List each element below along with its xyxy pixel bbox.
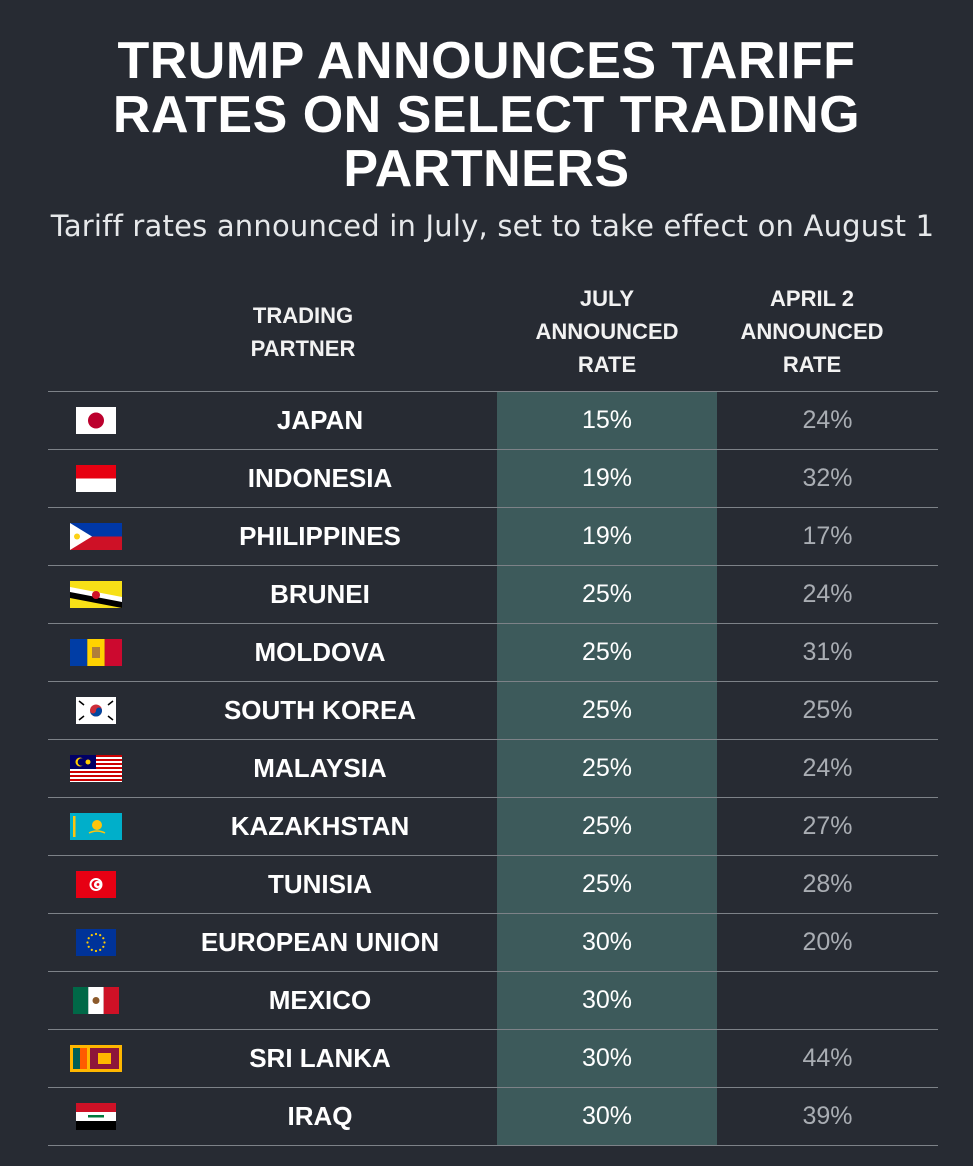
- partner-name: PHILIPPINES: [239, 521, 401, 551]
- july-column-highlight: [497, 682, 717, 739]
- july-column-highlight: [497, 914, 717, 971]
- table-row: MEXICO 30%: [48, 971, 938, 1029]
- july-rate: 30%: [581, 928, 633, 956]
- july-rate: 25%: [581, 870, 633, 898]
- partner-name: SOUTH KOREA: [223, 695, 417, 725]
- partner-name: SRI LANKA: [249, 1043, 391, 1073]
- july-rate: 15%: [581, 406, 633, 434]
- header-line: ANNOUNCED: [740, 319, 884, 344]
- partner-name: MALAYSIA: [253, 753, 387, 783]
- header-line: JULY: [579, 286, 635, 311]
- japan-flag-icon: [70, 407, 122, 434]
- table-row: MALAYSIA 25% 24%: [48, 739, 938, 797]
- table-row: KAZAKHSTAN 25% 27%: [48, 797, 938, 855]
- chart-subtitle: Tariff rates announced in July, set to t…: [50, 209, 935, 243]
- july-column-highlight: [497, 798, 717, 855]
- april-rate: 31%: [802, 638, 853, 666]
- april-rate: 28%: [802, 870, 853, 898]
- july-rate: 25%: [581, 580, 633, 608]
- july-column-highlight: [497, 972, 717, 1029]
- july-rate: 25%: [581, 812, 633, 840]
- header-july-rate: JULY ANNOUNCED RATE: [497, 282, 717, 381]
- partner-name: KAZAKHSTAN: [230, 811, 410, 841]
- header-line: PARTNER: [250, 336, 356, 361]
- table-row: JAPAN 15% 24%: [48, 391, 938, 449]
- partner-name: JAPAN: [276, 405, 364, 435]
- mexico-flag-icon: [70, 987, 122, 1014]
- april-rate: 20%: [802, 928, 853, 956]
- table-row: PHILIPPINES 19% 17%: [48, 507, 938, 565]
- partner-name: MOLDOVA: [254, 637, 386, 667]
- july-rate: 25%: [581, 638, 633, 666]
- april-rate: 39%: [802, 1102, 853, 1130]
- header-line: RATE: [577, 352, 637, 377]
- july-column-highlight: [497, 1088, 717, 1145]
- april-rate: 24%: [802, 406, 853, 434]
- partner-name: BRUNEI: [270, 579, 370, 609]
- title-line: PARTNERS: [343, 140, 630, 198]
- april-rate: 27%: [802, 812, 853, 840]
- iraq-flag-icon: [70, 1103, 122, 1130]
- european-union-flag-icon: [70, 929, 122, 956]
- partner-name: INDONESIA: [247, 463, 393, 493]
- july-rate: 30%: [581, 1102, 633, 1130]
- july-rate: 30%: [581, 1044, 633, 1072]
- april-rate: [717, 972, 938, 1029]
- april-rate: 25%: [802, 696, 853, 724]
- july-column-highlight: [497, 508, 717, 565]
- july-column-highlight: [497, 856, 717, 913]
- kazakhstan-flag-icon: [70, 813, 122, 840]
- july-column-highlight: [497, 450, 717, 507]
- moldova-flag-icon: [70, 639, 122, 666]
- sri-lanka-flag-icon: [70, 1045, 122, 1072]
- indonesia-flag-icon: [70, 465, 122, 492]
- july-rate: 19%: [581, 522, 633, 550]
- july-rate: 19%: [581, 464, 633, 492]
- brunei-flag-icon: [70, 581, 122, 608]
- title-line: RATES ON SELECT TRADING: [112, 86, 861, 144]
- july-column-highlight: [497, 740, 717, 797]
- header-line: ANNOUNCED: [535, 319, 679, 344]
- table-row: INDONESIA 19% 32%: [48, 449, 938, 507]
- table-row: SOUTH KOREA 25% 25%: [48, 681, 938, 739]
- july-rate: 25%: [581, 754, 633, 782]
- partner-name: MEXICO: [268, 985, 372, 1015]
- april-rate: 17%: [802, 522, 853, 550]
- july-column-highlight: [497, 566, 717, 623]
- april-rate: 32%: [802, 464, 853, 492]
- partner-name: TUNISIA: [268, 869, 372, 899]
- header-line: RATE: [782, 352, 842, 377]
- april-rate: 24%: [802, 580, 853, 608]
- tunisia-flag-icon: [70, 871, 122, 898]
- april-rate: 44%: [802, 1044, 853, 1072]
- table-row: EUROPEAN UNION 30% 20%: [48, 913, 938, 971]
- header-trading-partner: TRADING PARTNER: [193, 299, 413, 365]
- title-line: TRUMP ANNOUNCES TARIFF: [117, 32, 856, 90]
- table-row: IRAQ 30% 39%: [48, 1087, 938, 1146]
- chart-title: TRUMP ANNOUNCES TARIFF RATES ON SELECT T…: [0, 34, 973, 196]
- july-rate: 30%: [581, 986, 633, 1014]
- april-rate: 24%: [802, 754, 853, 782]
- july-column-highlight: [497, 392, 717, 449]
- malaysia-flag-icon: [70, 755, 122, 782]
- july-rate: 25%: [581, 696, 633, 724]
- header-april-rate: APRIL 2 ANNOUNCED RATE: [717, 282, 907, 381]
- philippines-flag-icon: [70, 523, 122, 550]
- header-line: TRADING: [252, 303, 354, 328]
- partner-name: EUROPEAN UNION: [200, 927, 440, 957]
- table-row: SRI LANKA 30% 44%: [48, 1029, 938, 1087]
- july-column-highlight: [497, 624, 717, 681]
- table-row: TUNISIA 25% 28%: [48, 855, 938, 913]
- tariff-table: JAPAN 15% 24% INDONESIA 19% 32% PHILIPPINES 19%…: [48, 391, 938, 1146]
- partner-name: IRAQ: [287, 1101, 353, 1131]
- table-row: MOLDOVA 25% 31%: [48, 623, 938, 681]
- south-korea-flag-icon: [70, 697, 122, 724]
- july-column-highlight: [497, 1030, 717, 1087]
- header-line: APRIL 2: [770, 286, 854, 311]
- table-row: BRUNEI 25% 24%: [48, 565, 938, 623]
